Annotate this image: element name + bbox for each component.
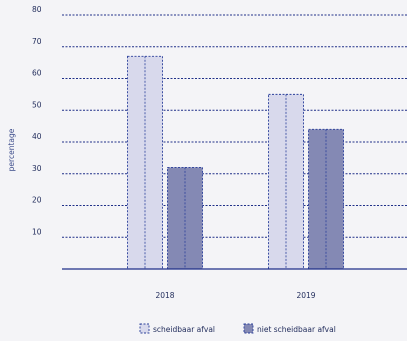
- y-tick-label: 60: [32, 69, 42, 78]
- x-category-label: 2019: [296, 291, 315, 300]
- y-tick-label: 10: [32, 227, 42, 236]
- legend-label: scheidbaar afval: [153, 325, 215, 334]
- legend-swatch: [243, 323, 254, 334]
- legend-label: niet scheidbaar afval: [257, 325, 336, 334]
- x-category-label: 2018: [155, 291, 174, 300]
- y-tick-label: 70: [32, 37, 42, 46]
- y-axis-label: percentage: [7, 128, 16, 171]
- bars: [127, 55, 344, 270]
- legend-swatch: [139, 323, 150, 334]
- y-tick-label: 80: [32, 5, 42, 14]
- y-tick-label: 50: [32, 100, 42, 109]
- y-tick-labels: 10 20 30 40 50 60 70 80: [32, 5, 42, 236]
- x-category-labels: 2018 2019: [155, 291, 315, 300]
- y-tick-label: 40: [32, 132, 42, 141]
- legend: scheidbaar afval niet scheidbaar afval: [139, 323, 336, 334]
- gridlines: [62, 14, 407, 238]
- y-tick-label: 30: [32, 164, 42, 173]
- y-tick-label: 20: [32, 196, 42, 205]
- bar: [308, 128, 344, 270]
